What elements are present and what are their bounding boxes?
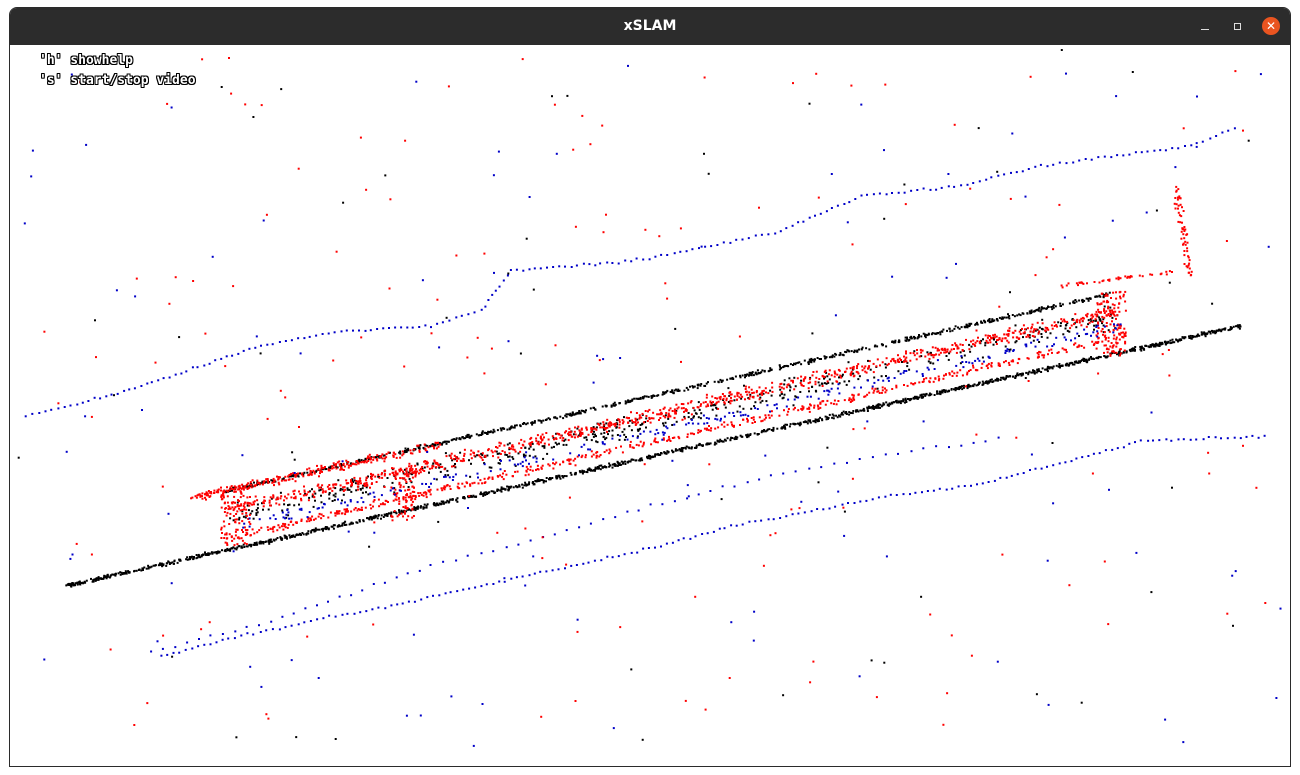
window-title: xSLAM bbox=[623, 18, 677, 34]
close-button[interactable]: ✕ bbox=[1262, 17, 1280, 35]
close-icon: ✕ bbox=[1265, 19, 1277, 33]
help-line-showhelp: 'h' showhelp bbox=[39, 53, 133, 68]
minimize-button[interactable] bbox=[1195, 17, 1215, 37]
maximize-icon bbox=[1234, 23, 1241, 30]
slam-viewport[interactable]: 'h' showhelp 's' start/stop video bbox=[10, 45, 1290, 766]
maximize-button[interactable] bbox=[1228, 17, 1248, 37]
app-window: xSLAM ✕ 'h' showhelp 's' start/stop vide… bbox=[9, 7, 1291, 767]
point-cloud-canvas bbox=[17, 49, 1282, 747]
help-line-video: 's' start/stop video bbox=[39, 73, 196, 88]
minimize-icon bbox=[1201, 29, 1209, 30]
title-bar[interactable]: xSLAM ✕ bbox=[10, 8, 1290, 45]
